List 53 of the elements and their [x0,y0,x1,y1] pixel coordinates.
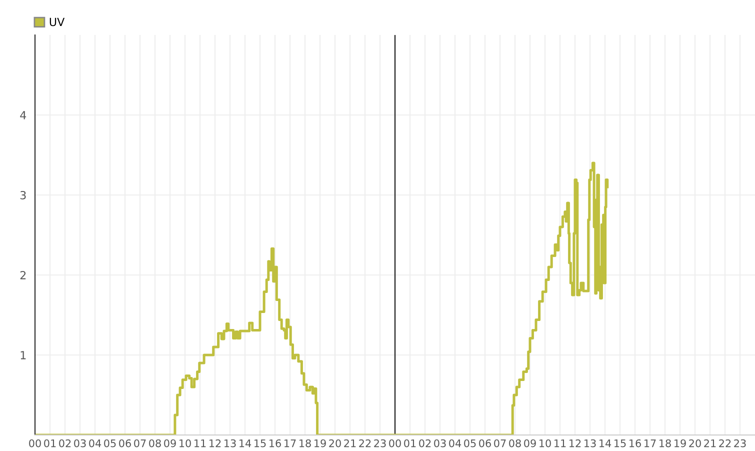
x-tick-label: 22 [719,439,731,448]
x-tick-label: 18 [300,439,311,448]
x-tick-label: 07 [494,439,506,448]
x-tick-label: 04 [449,439,462,448]
x-tick-label: 22 [359,439,371,448]
x-tick-label: 15 [254,439,266,448]
x-tick-label: 00 [29,439,41,448]
x-tick-label: 20 [329,439,341,448]
x-tick-label: 14 [600,439,612,448]
x-tick-label: 13 [224,439,236,448]
x-tick-label: 11 [194,439,206,448]
x-tick-label: 05 [104,439,116,448]
x-tick-label: 05 [464,439,476,448]
x-tick-label: 19 [314,439,326,448]
x-tick-label: 17 [284,439,296,448]
x-tick-label: 02 [419,439,431,448]
x-tick-label: 14 [240,439,252,448]
x-tick-label: 03 [74,439,86,448]
x-tick-label: 12 [570,439,581,448]
x-tick-label: 03 [434,439,446,448]
x-tick-label: 20 [689,439,701,448]
x-tick-label: 01 [404,439,416,448]
x-tick-label: 18 [660,439,671,448]
y-tick-label: 3 [20,190,26,200]
x-tick-label: 09 [164,439,176,448]
y-tick-label: 1 [20,351,26,360]
x-tick-label: 06 [119,439,131,448]
x-tick-label: 21 [344,439,356,448]
x-tick-label: 19 [674,439,686,448]
x-tick-label: 23 [374,439,386,448]
y-tick-label: 4 [20,111,26,120]
x-tick-label: 21 [704,439,716,448]
x-tick-label: 00 [389,439,401,448]
x-tick-label: 06 [479,439,491,448]
x-tick-label: 16 [630,439,641,448]
x-tick-label: 02 [59,439,71,448]
legend-label: UV [50,18,65,26]
x-tick-label: 15 [614,439,626,448]
x-tick-label: 10 [540,439,551,448]
x-tick-label: 09 [524,439,536,448]
x-tick-label: 12 [210,439,221,448]
x-tick-label: 13 [584,439,596,448]
x-tick-label: 08 [149,439,161,448]
x-tick-label: 16 [270,439,281,448]
x-tick-label: 04 [89,439,102,448]
y-tick-label: 2 [20,270,26,280]
x-tick-label: 23 [734,439,746,448]
x-tick-label: 01 [44,439,56,448]
x-tick-label: 17 [644,439,656,448]
x-tick-label: 11 [554,439,566,448]
x-tick-label: 10 [180,439,191,448]
x-tick-label: 07 [134,439,146,448]
x-tick-label: 08 [509,439,521,448]
